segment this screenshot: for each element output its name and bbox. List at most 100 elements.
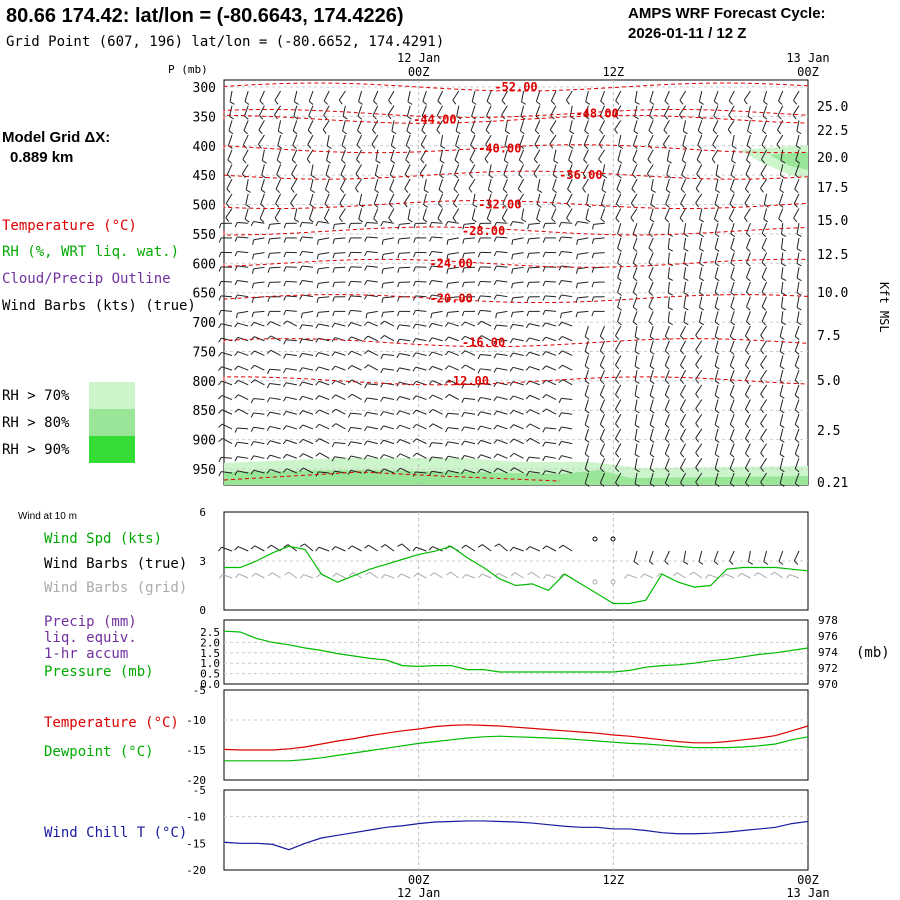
wind-barb-flag <box>348 266 352 272</box>
wind-barb <box>561 279 573 283</box>
wind-barb <box>383 320 395 327</box>
wind-barb <box>714 355 719 367</box>
wind-barb-flag <box>234 222 238 228</box>
wind-barb-flag <box>745 482 750 487</box>
wind-barb <box>730 164 735 176</box>
wind-barb <box>383 439 395 445</box>
wind-barb-flag <box>493 236 497 242</box>
wind-barb <box>730 267 735 278</box>
wind-barb <box>729 340 735 352</box>
wind-barb <box>390 149 395 161</box>
wind-barb <box>761 134 768 146</box>
wind-barb <box>512 352 524 356</box>
wind-barb-flag <box>306 158 311 164</box>
grid-wind-barb <box>676 572 686 579</box>
wind-barb-flag <box>493 425 498 430</box>
wind-barb <box>308 105 314 117</box>
wind-barb-flag <box>234 322 239 328</box>
wind-barb <box>795 149 800 161</box>
true-wind-barb <box>698 550 703 562</box>
wind-barb <box>431 470 443 474</box>
wind-barb-flag <box>234 442 238 447</box>
wind-barb <box>318 395 330 401</box>
bottom-date-label: 13 Jan <box>786 886 829 900</box>
true-wind-barb-flag <box>494 543 500 547</box>
wind-barb-flag <box>283 295 287 301</box>
wind-barb <box>464 222 476 225</box>
wind-barb-flag <box>649 424 655 429</box>
wind-barb-flag <box>282 468 288 473</box>
isotherm-line <box>223 108 809 118</box>
wind-barb-flag <box>728 114 733 120</box>
wind-barb-flag <box>323 100 328 105</box>
wind-barb-flag <box>714 395 720 399</box>
wind-barb-flag <box>584 453 590 458</box>
wind-barb <box>334 237 346 240</box>
wind-barb <box>632 134 638 146</box>
wind-barb-flag <box>470 130 476 135</box>
wind-barb <box>537 179 541 191</box>
wind-barb <box>302 279 314 283</box>
wind-barb-flag <box>276 174 281 179</box>
wind-barb-flag <box>381 297 384 303</box>
true-wind-barb-flag <box>509 546 514 552</box>
wind-barb-flag <box>746 233 751 238</box>
wind-barb <box>794 458 800 469</box>
isotherm-label: -24.00 <box>429 256 472 270</box>
wind-barb <box>366 294 378 298</box>
wind-barb <box>714 281 719 293</box>
wind-barb <box>237 236 249 239</box>
wind-barb <box>302 367 314 371</box>
wind-barb <box>683 281 687 293</box>
wind-barb-flag <box>745 174 750 179</box>
wind-barb <box>714 296 719 308</box>
true-wind-barb <box>384 544 395 552</box>
wind-barb-flag <box>714 483 720 487</box>
wind-barb-flag <box>420 144 425 149</box>
wind-barb <box>463 237 476 240</box>
wind-barb <box>568 149 573 161</box>
wind-barb <box>518 164 525 175</box>
wind-barb <box>566 193 573 204</box>
wind-barb-flag <box>357 115 363 120</box>
wind-barb-flag <box>461 311 465 317</box>
wind-barb <box>695 458 703 468</box>
wind-barb <box>480 382 492 386</box>
wind-barb <box>778 193 784 205</box>
wind-barb-flag <box>446 254 449 260</box>
wind-barb-flag <box>649 468 655 473</box>
wind-barb-flag <box>380 320 385 325</box>
wind-barb-flag <box>731 160 736 164</box>
wind-barb-flag <box>526 296 530 302</box>
wind-barb-flag <box>316 254 319 260</box>
wind-barb <box>713 208 719 220</box>
wind-barb <box>269 266 281 269</box>
wind-barb-flag <box>779 453 785 458</box>
wind-barb <box>504 134 508 146</box>
wind-barb-flag <box>584 365 590 370</box>
wind-barb-flag <box>761 144 766 149</box>
wind-barb-flag <box>218 295 222 301</box>
true-wind-barb-flag <box>477 544 483 548</box>
wind-barb-flag <box>796 145 801 149</box>
wind-barb-flag <box>746 262 751 267</box>
wind-barb-flag <box>558 321 563 327</box>
wind-barb <box>729 384 735 396</box>
wind-barb-flag <box>796 248 802 252</box>
wind-barb-flag <box>266 383 271 389</box>
wind-barb-flag <box>526 471 530 477</box>
wind-barb-flag <box>381 254 384 260</box>
wind-barb-flag <box>396 467 401 473</box>
wind-barb-flag <box>599 335 605 340</box>
wind-barb <box>423 193 427 205</box>
true-wind-barb <box>498 543 508 552</box>
wind-barb-flag <box>526 311 530 317</box>
wind-barb-flag <box>445 221 449 227</box>
wind-barb-flag <box>218 223 222 229</box>
grid-wind-barb <box>255 572 265 579</box>
wind-barb <box>679 399 687 410</box>
wind-barb-flag <box>446 268 449 274</box>
wind-barb-flag <box>380 439 384 445</box>
wind-barb-flag <box>509 352 514 358</box>
wind-barb <box>501 90 508 101</box>
